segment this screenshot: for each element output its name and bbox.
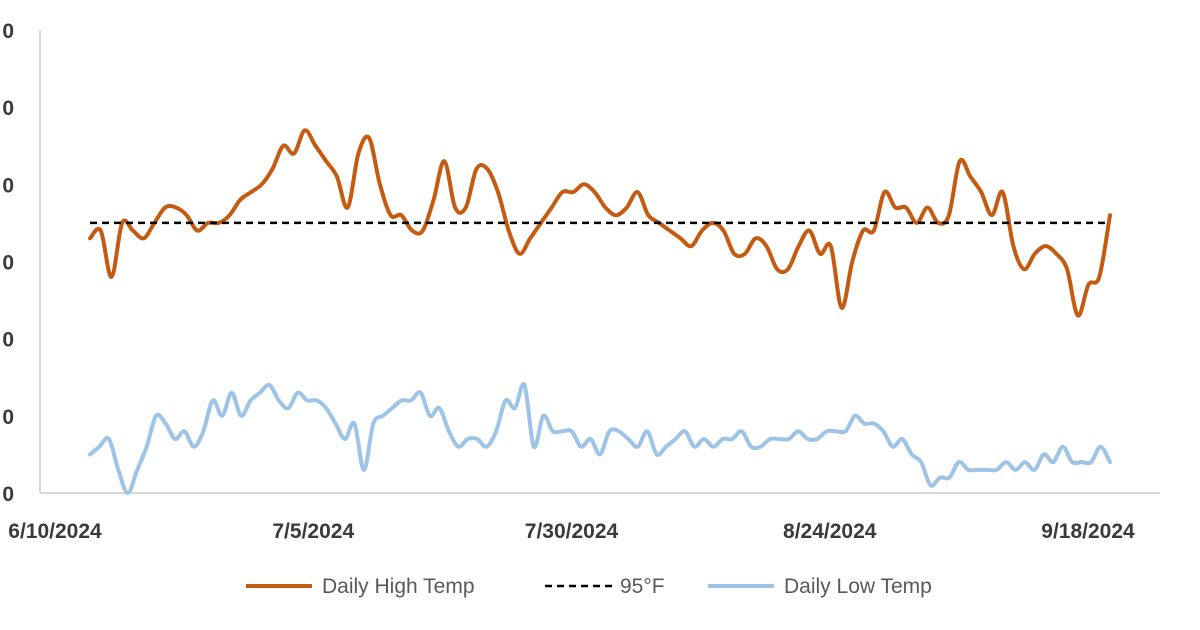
y-tick-label: 0 [2,174,14,197]
y-tick-label: 0 [2,483,14,506]
y-tick-label: 0 [2,252,14,275]
chart-legend: Daily High Temp 95°F Daily Low Temp [246,575,932,598]
legend-item-reference: 95°F [545,575,665,598]
series-layer [88,128,1112,495]
y-axis-ticks: 0 0 0 0 0 0 0 [2,20,14,506]
y-tick-label: 0 [2,406,14,429]
y-tick-label: 0 [2,97,14,120]
y-tick-label: 0 [2,329,14,352]
legend-label-reference: 95°F [620,575,665,598]
legend-item-high: Daily High Temp [246,575,475,598]
x-tick-label: 7/30/2024 [525,520,619,543]
x-tick-label: 8/24/2024 [783,520,877,543]
x-tick-label: 6/10/2024 [8,520,102,543]
legend-label-low: Daily Low Temp [784,575,932,598]
daily-high-temp-line [88,128,1112,318]
x-axis-ticks: 6/10/2024 7/5/2024 7/30/2024 8/24/2024 9/18/… [8,520,1135,543]
y-tick-label: 0 [2,20,14,43]
x-tick-label: 7/5/2024 [272,520,354,543]
daily-low-temp-line [88,382,1112,495]
legend-label-high: Daily High Temp [322,575,475,598]
x-tick-label: 9/18/2024 [1041,520,1135,543]
legend-item-low: Daily Low Temp [708,575,932,598]
